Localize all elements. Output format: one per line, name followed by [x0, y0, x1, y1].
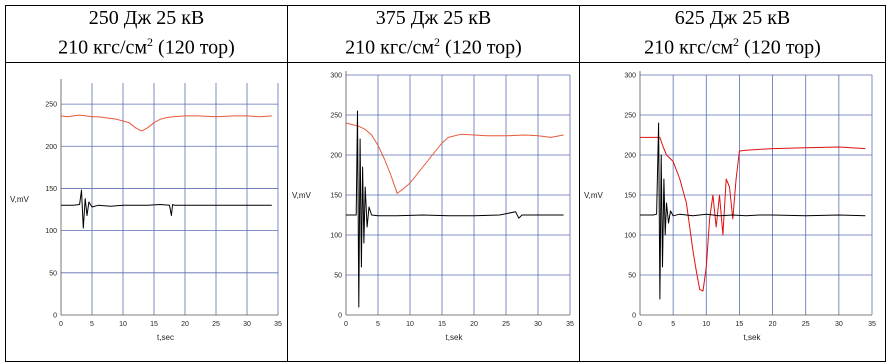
panel-2-line1: 375 Дж 25 кВ	[375, 7, 492, 29]
series-line-black	[346, 110, 564, 308]
panel-header-3: 625 Дж 25 кВ 210 кгс/см2 (120 тор)	[579, 5, 886, 63]
x-axis-label: t,sec	[157, 333, 174, 342]
y-tick-label: 100	[624, 233, 636, 240]
y-axis-label: V,mV	[584, 191, 603, 200]
y-tick-label: 250	[330, 113, 342, 120]
panel-1-pressure: 210 кгс/см	[58, 36, 148, 59]
y-tick-label: 150	[45, 186, 57, 193]
series-line-red	[60, 114, 272, 132]
plot-cell-2: 0 5 10 15 20 25 30 35 0 50 100 150 200 250 300 t,sek V,m…	[287, 62, 580, 362]
panel-header-1: 250 Дж 25 кВ 210 кгс/см2 (120 тор)	[5, 5, 288, 63]
x-tick-label: 25	[802, 321, 810, 328]
x-tick-label: 5	[90, 321, 94, 328]
x-tick-label: 5	[376, 321, 380, 328]
y-tick-label: 250	[45, 102, 57, 109]
x-tick-label: 0	[344, 321, 348, 328]
x-tick-label: 35	[566, 321, 574, 328]
series-line-red	[345, 122, 564, 194]
x-tick-label: 30	[243, 321, 251, 328]
y-tick-label: 300	[330, 73, 342, 80]
x-tick-label: 30	[835, 321, 843, 328]
y-tick-label: 0	[632, 313, 636, 320]
x-tick-label: 20	[470, 321, 478, 328]
y-axis-label: V,mV	[292, 191, 311, 200]
x-tick-label: 0	[59, 321, 63, 328]
series-line-black	[61, 189, 272, 229]
panel-2-sup: 2	[434, 35, 441, 49]
panel-3-pressure: 210 кгс/см	[644, 36, 734, 59]
y-tick-label: 50	[628, 273, 636, 280]
y-tick-label: 150	[624, 193, 636, 200]
x-tick-label: 25	[212, 321, 220, 328]
panel-2-line2: 210 кгс/см2 (120 тор)	[288, 30, 579, 60]
x-axis-label: t,sek	[744, 333, 762, 342]
figure-table: 250 Дж 25 кВ 210 кгс/см2 (120 тор) 375 Д…	[5, 5, 886, 362]
y-tick-label: 50	[334, 273, 342, 280]
x-tick-label: 35	[868, 321, 876, 328]
panel-1-line2: 210 кгс/см2 (120 тор)	[6, 30, 287, 60]
panel-1-line1: 250 Дж 25 кВ	[88, 7, 205, 29]
chart-3: 0 5 10 15 20 25 30 35 0 50 100 150 200 250 300 t,sek V,m…	[584, 71, 876, 342]
x-tick-label: 20	[181, 321, 189, 328]
y-tick-label: 250	[624, 113, 636, 120]
panel-3-line1: 625 Дж 25 кВ	[674, 7, 791, 29]
x-tick-label: 15	[438, 321, 446, 328]
y-tick-label: 100	[45, 228, 57, 235]
panel-3-torr: (120 тор)	[739, 36, 821, 59]
x-axis-label: t,sek	[446, 333, 464, 342]
x-tick-label: 10	[406, 321, 414, 328]
panel-header-2: 375 Дж 25 кВ 210 кгс/см2 (120 тор)	[287, 5, 580, 63]
y-tick-label: 0	[338, 313, 342, 320]
panel-2-pressure: 210 кгс/см	[345, 36, 435, 59]
panel-3-line2: 210 кгс/см2 (120 тор)	[580, 30, 885, 60]
x-tick-label: 35	[274, 321, 282, 328]
panel-1-sup: 2	[147, 35, 154, 49]
y-tick-label: 150	[330, 193, 342, 200]
x-tick-label: 10	[702, 321, 710, 328]
y-tick-label: 200	[45, 144, 57, 151]
x-tick-label: 30	[534, 321, 542, 328]
x-tick-label: 5	[671, 321, 675, 328]
panel-3-sup: 2	[733, 35, 740, 49]
panel-1-torr: (120 тор)	[153, 36, 235, 59]
y-tick-label: 0	[53, 313, 57, 320]
chart-2: 0 5 10 15 20 25 30 35 0 50 100 150 200 250 300 t,sek V,m…	[292, 71, 574, 342]
y-tick-label: 300	[624, 73, 636, 80]
x-tick-label: 10	[119, 321, 127, 328]
y-axis-label: V,mV	[10, 195, 29, 204]
x-tick-label: 25	[502, 321, 510, 328]
y-tick-label: 200	[330, 153, 342, 160]
series-line-black	[640, 122, 866, 300]
y-tick-label: 200	[624, 153, 636, 160]
y-tick-label: 100	[330, 233, 342, 240]
series-line-red2	[640, 136, 866, 292]
x-tick-label: 0	[638, 321, 642, 328]
panel-2-torr: (120 тор)	[440, 36, 522, 59]
chart-1: 0 5 10 15 20 25 30 35 0 50 100 150 200 250 t,sec V,mV	[10, 79, 282, 342]
x-tick-label: 15	[150, 321, 158, 328]
x-tick-label: 20	[769, 321, 777, 328]
y-tick-label: 50	[49, 270, 57, 277]
plot-cell-3: 0 5 10 15 20 25 30 35 0 50 100 150 200 250 300 t,sek V,m…	[579, 62, 886, 362]
x-tick-label: 15	[736, 321, 744, 328]
plot-cell-1: 0 5 10 15 20 25 30 35 0 50 100 150 200 250 t,sec V,mV	[5, 62, 288, 362]
